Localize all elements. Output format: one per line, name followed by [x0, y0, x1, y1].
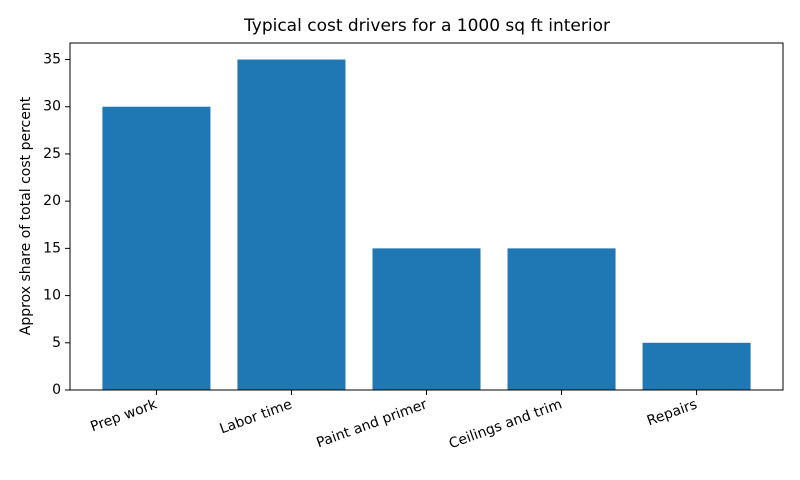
- y-tick-label: 30: [43, 99, 61, 115]
- bar: [642, 342, 751, 390]
- y-tick-label: 15: [43, 240, 61, 256]
- y-tick-label: 35: [43, 52, 61, 68]
- bar: [507, 248, 616, 390]
- plot-frame: [69, 42, 784, 391]
- bar: [372, 248, 481, 390]
- y-tick-label: 5: [52, 335, 61, 351]
- y-tick-label: 10: [43, 288, 61, 304]
- y-axis-label: Approx share of total cost percent: [18, 96, 34, 335]
- bar: [237, 59, 346, 391]
- chart-title: Typical cost drivers for a 1000 sq ft in…: [243, 16, 610, 36]
- bar: [102, 106, 211, 391]
- y-tick-label: 20: [43, 193, 61, 209]
- y-tick-label: 0: [52, 382, 61, 398]
- y-tick-label: 25: [43, 146, 61, 162]
